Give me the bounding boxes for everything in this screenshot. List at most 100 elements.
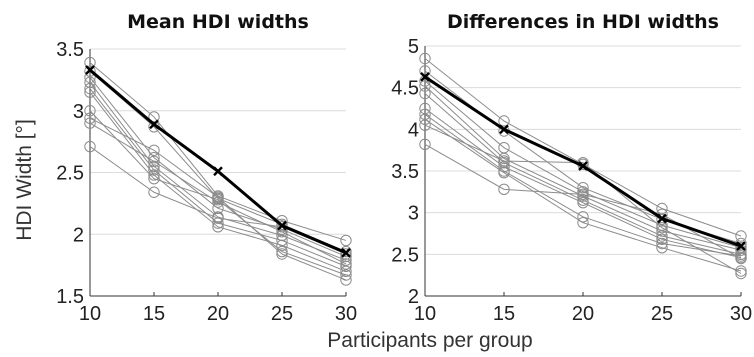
y-tick-label: 3 — [408, 203, 419, 225]
mean-marker — [277, 220, 287, 231]
mean-line — [89, 68, 347, 255]
series-point — [735, 267, 747, 280]
x-tick-label: 25 — [651, 303, 673, 325]
series-line-2 — [89, 70, 347, 253]
y-tick-label: 2 — [73, 224, 84, 246]
series-point — [84, 117, 96, 129]
x-tick-label: 25 — [271, 303, 293, 325]
series-line-1 — [424, 58, 742, 237]
y-tick-label: 3.5 — [391, 161, 419, 183]
series-point — [148, 169, 160, 181]
series-point — [84, 105, 96, 117]
panel-mean-hdi-widths: Mean HDI widths 1.5 2 2.5 3 3.5 10 15 20 25 30 — [56, 11, 357, 325]
y-tick-label: 4.5 — [391, 78, 419, 100]
series-line-3 — [89, 77, 347, 257]
series-point — [498, 155, 510, 167]
series-point — [212, 221, 224, 233]
series-point — [419, 87, 431, 100]
y-tick-label: 4 — [408, 119, 419, 141]
chart-title: Mean HDI widths — [127, 11, 309, 33]
x-tick-label: 30 — [335, 303, 357, 325]
y-tick-label: 2.5 — [56, 163, 84, 185]
y-tick-label: 2 — [408, 286, 419, 308]
series-point — [276, 245, 288, 258]
x-axis-label: Participants per group — [327, 329, 532, 352]
mean-marker — [578, 161, 588, 171]
series-point — [84, 140, 96, 153]
mean-marker — [213, 166, 223, 177]
mean-marker — [657, 213, 667, 224]
series-point — [735, 230, 747, 242]
series-point — [212, 196, 224, 208]
series-point — [577, 188, 589, 201]
series-line-5 — [424, 93, 742, 255]
series-point — [340, 269, 352, 281]
series-point — [84, 65, 96, 77]
series-point — [212, 193, 224, 206]
series-point — [656, 241, 668, 254]
series-point — [84, 82, 96, 95]
x-tick-label: 20 — [572, 303, 594, 325]
series-point — [148, 144, 160, 156]
series-point — [577, 216, 589, 229]
series-point — [498, 166, 510, 179]
y-axis-label: HDI Width [°] — [13, 119, 36, 241]
series-point — [276, 248, 288, 260]
mean-line — [424, 75, 742, 248]
series-line-7 — [424, 113, 742, 257]
series-line-4 — [89, 82, 347, 261]
chart-title: Differences in HDI widths — [447, 11, 719, 33]
series-point — [419, 52, 431, 65]
series-line-3 — [424, 80, 742, 249]
series-line-9 — [89, 122, 347, 265]
series-line-6 — [424, 108, 742, 259]
series-point — [419, 113, 431, 126]
series-point — [340, 260, 352, 273]
x-tick-label: 10 — [414, 303, 436, 325]
series-point — [498, 183, 510, 196]
mean-marker — [736, 241, 746, 251]
series-point — [656, 237, 668, 250]
series-point — [148, 151, 160, 164]
series-point — [419, 119, 431, 131]
series-point — [148, 186, 160, 198]
x-tick-label: 10 — [79, 303, 101, 325]
series-point — [84, 86, 96, 98]
series-point — [656, 221, 668, 234]
y-tick-label: 2.5 — [391, 244, 419, 266]
mean-marker — [420, 71, 430, 82]
series-point — [84, 76, 96, 89]
series-point — [577, 181, 589, 194]
series-point — [419, 80, 431, 92]
x-tick-label: 15 — [143, 303, 165, 325]
series-point — [577, 211, 589, 223]
x-tick-label: 15 — [493, 303, 515, 325]
series-line-1 — [89, 62, 347, 241]
series-point — [340, 254, 352, 266]
series-point — [148, 172, 160, 185]
series-line-8 — [424, 118, 742, 272]
series-point — [340, 265, 352, 277]
series-line-9 — [424, 124, 742, 274]
series-point — [577, 196, 589, 209]
series-point — [340, 234, 352, 247]
series-point — [212, 202, 224, 215]
series-point — [148, 111, 160, 123]
series-point — [212, 212, 224, 224]
series-point — [656, 230, 668, 242]
series-point — [276, 239, 288, 252]
panel-differences-in-hdi-widths: Differences in HDI widths 2 2.5 3 3.5 4 4.5 5 10… — [391, 11, 752, 325]
series-point — [340, 274, 352, 286]
series-point — [340, 258, 352, 270]
series-line-7 — [89, 110, 347, 276]
mean-marker — [149, 119, 159, 130]
x-tick-label: 20 — [207, 303, 229, 325]
y-tick-label: 3.5 — [56, 39, 84, 61]
series-point — [735, 252, 747, 265]
mean-marker — [341, 247, 351, 258]
mean-marker — [85, 65, 95, 75]
mean-marker — [499, 124, 509, 135]
series-line-4 — [424, 85, 742, 251]
series-point — [340, 248, 352, 260]
